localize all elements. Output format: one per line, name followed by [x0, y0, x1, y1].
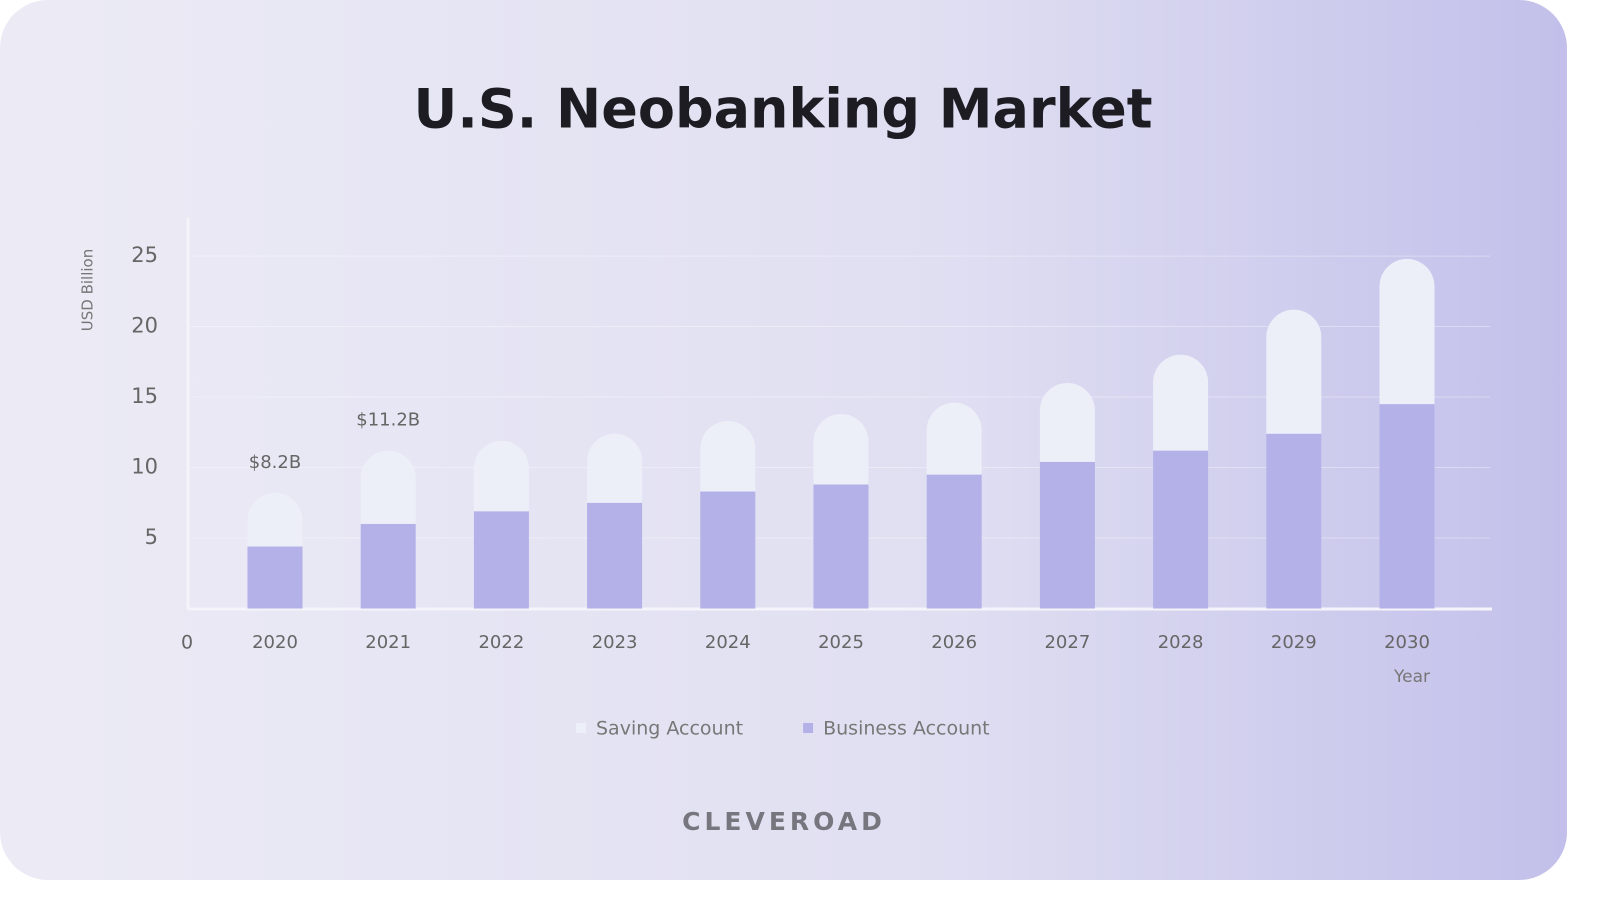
bar-segment — [1039, 461, 1095, 609]
bar-segment — [1153, 450, 1209, 609]
x-tick-label: 2027 — [1044, 632, 1090, 653]
x-tick-label: 2024 — [705, 632, 751, 653]
bar-segment — [473, 511, 529, 609]
bar-segment — [1379, 404, 1435, 609]
bar-segment — [926, 474, 982, 609]
x-axis-label: Year — [1393, 667, 1430, 687]
x-tick-label: 2026 — [931, 632, 977, 653]
bar-segment — [1379, 258, 1435, 405]
data-label: $11.2B — [356, 410, 420, 431]
y-axis-label: USD Billion — [79, 249, 97, 331]
bar-segment — [813, 413, 869, 485]
y-tick-label: 5 — [145, 525, 158, 549]
x-tick-label: 2029 — [1271, 632, 1317, 653]
y-tick-label: 20 — [131, 314, 158, 338]
legend-swatch — [803, 723, 814, 733]
bar-segment — [360, 523, 416, 609]
bar-segment — [587, 433, 643, 503]
bar-segment — [1266, 309, 1322, 434]
y-tick-label: 25 — [131, 243, 158, 267]
card — [0, 0, 1567, 880]
brand: CLEVEROAD — [682, 807, 886, 836]
bar-segment — [360, 450, 416, 524]
bar-segment — [587, 502, 643, 609]
y-tick-label: 0 — [181, 632, 193, 654]
chart-title: U.S. Neobanking Market — [413, 78, 1152, 141]
data-label: $8.2B — [249, 452, 301, 473]
legend-swatch — [576, 723, 586, 733]
x-tick-label: 2023 — [592, 632, 638, 653]
legend-label: Business Account — [823, 718, 990, 740]
y-tick-label: 15 — [131, 384, 158, 408]
x-tick-label: 2021 — [365, 632, 411, 653]
x-tick-label: 2022 — [478, 632, 524, 653]
bar-segment — [1039, 382, 1095, 462]
x-tick-label: 2025 — [818, 632, 864, 653]
bar-segment — [247, 492, 303, 547]
bar-segment — [473, 440, 529, 512]
x-tick-label: 2030 — [1384, 632, 1430, 653]
legend-label: Saving Account — [596, 718, 743, 740]
bar-segment — [247, 546, 303, 609]
bar-segment — [1266, 433, 1322, 609]
bar-segment — [813, 484, 869, 609]
y-tick-label: 10 — [131, 455, 158, 479]
bar-segment — [1153, 354, 1209, 451]
x-tick-label: 2020 — [252, 632, 298, 653]
bar-segment — [700, 491, 756, 609]
x-tick-label: 2028 — [1158, 632, 1204, 653]
bar-segment — [926, 402, 982, 475]
bar-segment — [700, 421, 756, 492]
